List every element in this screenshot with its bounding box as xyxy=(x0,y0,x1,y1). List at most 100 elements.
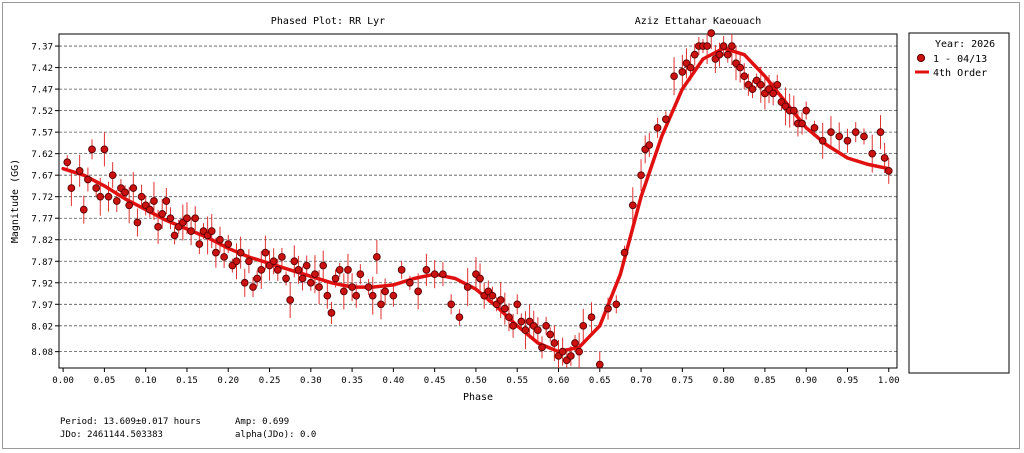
data-point xyxy=(678,68,687,76)
data-point xyxy=(513,300,522,309)
y-tick-label: 8.02 xyxy=(31,322,53,332)
data-point xyxy=(224,240,233,248)
data-point xyxy=(843,136,852,145)
data-point xyxy=(220,253,228,261)
y-tick-label: 7.82 xyxy=(31,236,53,246)
data-point xyxy=(278,253,286,261)
y-tick-label: 7.42 xyxy=(31,64,53,74)
data-point xyxy=(686,63,695,72)
y-tick-label: 8.08 xyxy=(31,348,53,358)
data-point xyxy=(798,119,806,128)
data-point xyxy=(422,266,431,274)
period-text: Period: 13.609±0.017 hours xyxy=(60,417,201,427)
data-point xyxy=(216,235,224,244)
x-tick-label: 0.90 xyxy=(795,376,817,386)
data-point xyxy=(703,42,711,50)
legend-entry-fit: 4th Order xyxy=(933,68,987,79)
x-tick-label: 0.60 xyxy=(548,376,570,386)
data-point xyxy=(645,141,654,149)
data-point xyxy=(604,304,612,313)
data-point xyxy=(587,313,596,322)
x-tick-label: 0.20 xyxy=(217,376,239,386)
data-point xyxy=(810,123,819,132)
y-axis-label: Magnitude (GG) xyxy=(10,159,21,243)
data-point xyxy=(414,287,422,296)
data-point xyxy=(500,304,509,313)
y-tick-label: 7.97 xyxy=(31,301,53,311)
data-point xyxy=(653,123,662,132)
x-tick-label: 0.45 xyxy=(424,376,446,386)
data-point xyxy=(84,175,92,184)
data-point xyxy=(183,214,191,223)
chart-title: Phased Plot: RR Lyr xyxy=(271,16,385,27)
data-point xyxy=(827,128,835,136)
chart-subtitle: Aziz Ettahar Kaeouach xyxy=(635,16,761,27)
data-point xyxy=(447,300,456,309)
data-point xyxy=(661,115,670,124)
data-point xyxy=(368,291,377,300)
data-point xyxy=(397,266,406,274)
x-tick-label: 0.00 xyxy=(52,376,74,386)
data-point xyxy=(327,309,336,317)
data-point xyxy=(273,266,282,274)
data-point xyxy=(335,266,344,274)
data-point xyxy=(150,197,158,205)
data-point xyxy=(534,326,542,334)
data-point xyxy=(769,89,778,98)
data-point xyxy=(63,158,72,167)
data-point xyxy=(302,261,311,270)
data-point xyxy=(290,257,299,266)
legend-entry-observations: 1 - 04/13 xyxy=(933,54,987,65)
data-point xyxy=(835,132,844,141)
data-point xyxy=(67,184,76,192)
data-point xyxy=(876,128,885,136)
data-point xyxy=(145,205,154,214)
data-point xyxy=(736,63,744,72)
data-point xyxy=(430,270,439,279)
data-point xyxy=(166,214,175,223)
data-point xyxy=(377,300,385,309)
data-point xyxy=(75,167,84,175)
data-point xyxy=(389,291,398,300)
data-point xyxy=(364,283,373,291)
y-tick-label: 7.37 xyxy=(31,43,53,53)
plot-area xyxy=(58,33,898,369)
data-point xyxy=(158,210,167,218)
x-tick-label: 0.10 xyxy=(135,376,157,386)
data-point xyxy=(286,296,295,304)
y-tick-label: 7.72 xyxy=(31,193,53,203)
data-point xyxy=(406,278,414,287)
legend-marker-circle xyxy=(916,53,926,63)
x-tick-label: 1.00 xyxy=(878,376,900,386)
y-axis-ticks: 7.37 7.42 7.47 7.52 7.57 7.62 7.67 7.72 7.77 7.82… xyxy=(31,43,59,358)
data-point xyxy=(191,214,200,223)
data-point xyxy=(715,50,724,59)
x-tick-label: 0.05 xyxy=(94,376,116,386)
data-point xyxy=(245,257,253,266)
data-point xyxy=(133,218,142,227)
data-point xyxy=(439,270,447,279)
x-tick-label: 0.40 xyxy=(383,376,405,386)
data-point xyxy=(282,274,290,283)
data-point xyxy=(455,313,464,322)
data-point xyxy=(298,274,307,283)
data-point xyxy=(670,72,678,81)
data-point xyxy=(719,42,728,50)
data-point xyxy=(170,231,179,240)
data-point xyxy=(851,128,860,136)
data-point xyxy=(567,352,575,360)
x-tick-label: 0.75 xyxy=(671,376,693,386)
data-point xyxy=(344,266,352,274)
data-point xyxy=(476,274,484,283)
data-point xyxy=(125,201,134,210)
data-point xyxy=(884,167,893,175)
data-point xyxy=(356,270,365,279)
data-point xyxy=(595,360,604,369)
data-point xyxy=(257,266,266,274)
data-point xyxy=(628,201,637,210)
data-point xyxy=(509,321,517,330)
data-point xyxy=(723,50,732,59)
data-point xyxy=(137,192,146,201)
data-point xyxy=(236,248,245,257)
data-point xyxy=(505,313,513,322)
